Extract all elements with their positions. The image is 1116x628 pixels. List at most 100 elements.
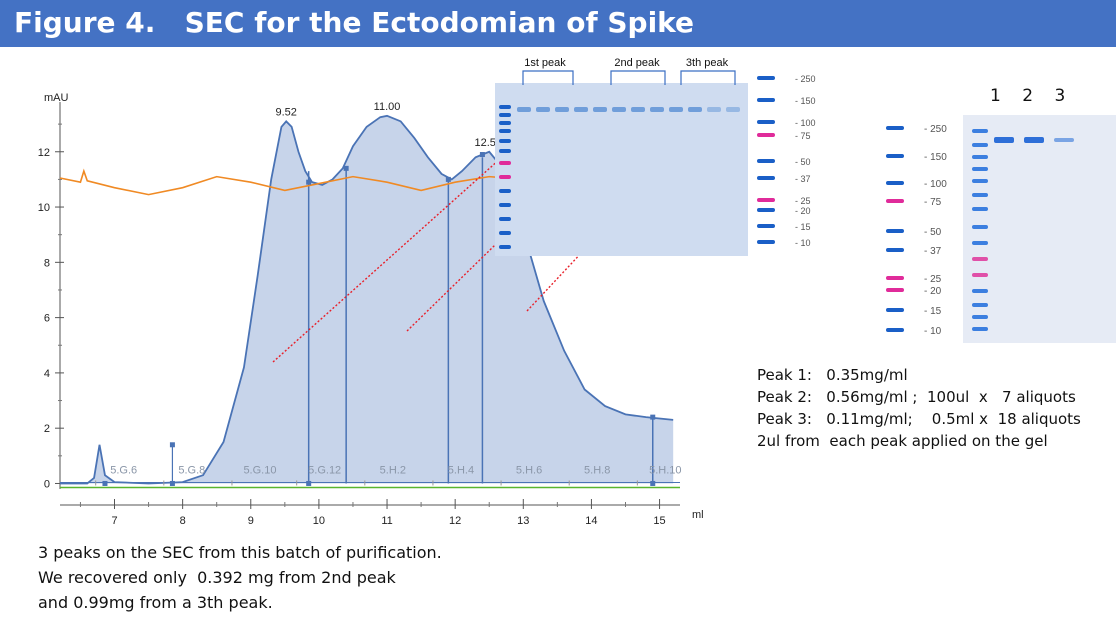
- gel-band: [593, 107, 607, 112]
- ladder-band: [972, 155, 988, 159]
- marker-label: - 250: [924, 124, 947, 135]
- fraction-label: 5.G.8: [178, 464, 205, 476]
- ladder-band: [972, 143, 988, 147]
- fraction-marker-point: [169, 480, 175, 486]
- gel-band: [707, 107, 721, 112]
- marker-band: [886, 308, 904, 312]
- marker-band: [757, 240, 775, 244]
- x-tick-label: 14: [585, 515, 597, 527]
- lane-bracket: [680, 70, 736, 85]
- x-tick-label: 15: [653, 515, 665, 527]
- caption-line: 3 peaks on the SEC from this batch of pu…: [38, 543, 442, 562]
- gel-right-background: [963, 115, 1116, 343]
- marker-label: - 150: [924, 152, 947, 163]
- marker-label: - 10: [924, 326, 942, 337]
- gel-band: [536, 107, 550, 112]
- note-line: 2ul from each peak applied on the gel: [757, 432, 1048, 450]
- y-tick-label: 4: [44, 368, 50, 380]
- marker-label: - 20: [924, 286, 942, 297]
- x-axis-label: ml: [692, 509, 704, 521]
- ladder-band: [499, 121, 511, 125]
- title-bar: Figure 4. SEC for the Ectodomian of Spik…: [0, 0, 1116, 47]
- y-tick-label: 0: [44, 478, 50, 490]
- marker-band: [886, 199, 904, 203]
- fraction-label: 5.H.8: [584, 464, 610, 476]
- ladder-band: [499, 113, 511, 117]
- fraction-marker-point: [479, 152, 485, 158]
- y-tick-label: 2: [44, 423, 50, 435]
- fraction-marker-point: [102, 480, 108, 486]
- note-line: Peak 1: 0.35mg/ml: [757, 366, 908, 384]
- note-line: Peak 3: 0.11mg/ml; 0.5ml x 18 aliquots: [757, 410, 1081, 428]
- uv-trace-fill: [60, 115, 674, 484]
- page-title: Figure 4. SEC for the Ectodomian of Spik…: [14, 6, 695, 39]
- marker-label: - 50: [924, 227, 942, 238]
- caption-line: and 0.99mg from a 3th peak.: [38, 593, 273, 612]
- lane-bracket: [610, 70, 666, 85]
- x-tick-label: 8: [180, 515, 186, 527]
- y-tick-label: 8: [44, 257, 50, 269]
- lane-bracket: [522, 70, 574, 85]
- gel-band: [612, 107, 626, 112]
- fraction-marker-point: [169, 442, 175, 448]
- ladder-band: [499, 129, 511, 133]
- sample-band-1: [994, 137, 1014, 143]
- marker-label: - 50: [795, 157, 811, 167]
- fraction-label: 5.G.10: [243, 464, 276, 476]
- caption-line: We recovered only 0.392 mg from 2nd peak: [38, 568, 396, 587]
- marker-band: [757, 224, 775, 228]
- ladder-band: [972, 257, 988, 261]
- peak-label: 11.00: [374, 101, 401, 113]
- marker-band: [757, 133, 775, 137]
- gel-band: [555, 107, 569, 112]
- ladder-band: [499, 149, 511, 153]
- gel-band: [650, 107, 664, 112]
- gel-band: [517, 107, 531, 112]
- peak-label: 12.5: [475, 137, 496, 149]
- marker-label: - 15: [795, 222, 811, 232]
- lane-number: 1: [990, 86, 1001, 106]
- lane-number: 2: [1022, 86, 1034, 106]
- sec-chromatogram: 0 2 4 6 8 10 12 mAU 7 8 9 10 11 12 13 14 15 ml 5.G.6 5.G.8 5…: [38, 92, 704, 527]
- note-line: Peak 2: 0.56mg/ml ; 100ul x 7 aliquots: [757, 388, 1076, 406]
- lane-header: 1st peak: [524, 57, 566, 69]
- ladder-band: [499, 161, 511, 165]
- ladder-band: [972, 327, 988, 331]
- marker-band: [757, 120, 775, 124]
- marker-label: - 15: [924, 306, 942, 317]
- ladder-band: [972, 129, 988, 133]
- marker-label: - 25: [924, 274, 942, 285]
- gel-band: [688, 107, 702, 112]
- ladder-band: [499, 139, 511, 143]
- x-tick-label: 11: [381, 515, 392, 527]
- y-tick-label: 12: [38, 147, 50, 159]
- ladder-band: [972, 207, 988, 211]
- marker-band: [757, 159, 775, 163]
- lane-number: 3: [1054, 86, 1066, 106]
- fraction-marker-point: [650, 480, 656, 486]
- gel-band: [574, 107, 588, 112]
- ladder-band: [499, 189, 511, 193]
- marker-label: - 75: [924, 197, 942, 208]
- x-tick-label: 7: [111, 515, 117, 527]
- gel-image-top: - 250 - 150 - 100 - 75 - 50 - 37 - 25- 20 - 15 -…: [495, 57, 816, 256]
- fraction-label: 5.G.6: [110, 464, 137, 476]
- marker-band: [757, 76, 775, 80]
- fraction-label: 5.H.4: [448, 464, 474, 476]
- ladder-band: [499, 217, 511, 221]
- marker-label: - 100: [924, 179, 947, 190]
- x-tick-label: 9: [248, 515, 254, 527]
- ladder-band: [972, 241, 988, 245]
- uv-trace-line: [60, 114, 674, 485]
- marker-label: - 75: [795, 131, 811, 141]
- marker-label: - 25: [795, 196, 811, 206]
- ladder-band: [972, 315, 988, 319]
- ladder-band: [499, 203, 511, 207]
- marker-band: [757, 176, 775, 180]
- sample-band-2: [1024, 137, 1044, 143]
- marker-band: [886, 126, 904, 130]
- ladder-band: [972, 303, 988, 307]
- peak-notes: Peak 1: 0.35mg/ml Peak 2: 0.56mg/ml ; 10…: [757, 364, 1081, 452]
- fraction-marker-point: [343, 165, 349, 171]
- marker-label: - 37: [795, 174, 811, 184]
